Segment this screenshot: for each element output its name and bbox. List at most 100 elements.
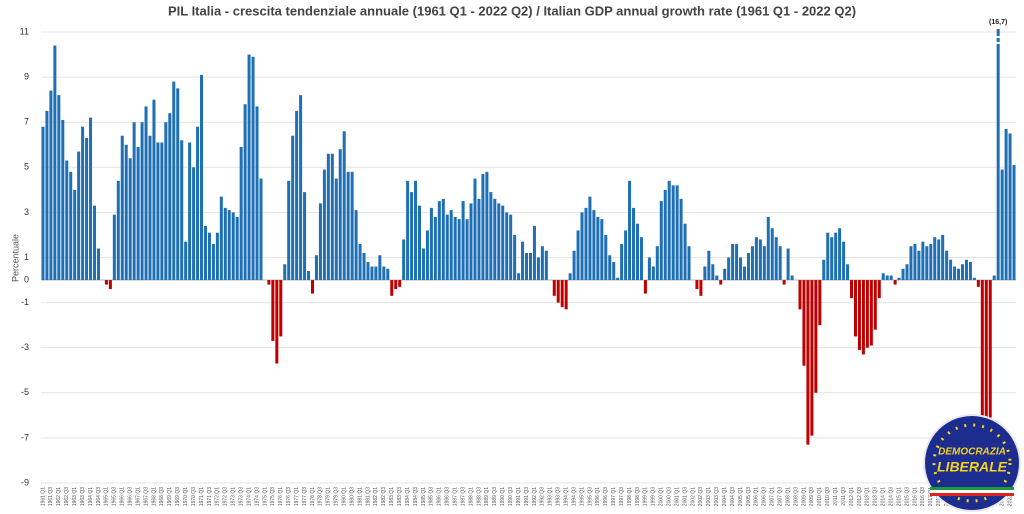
bar	[592, 210, 596, 281]
bar	[334, 178, 338, 281]
bar	[992, 275, 996, 281]
bar	[576, 230, 580, 281]
bar	[560, 280, 564, 308]
bar	[295, 110, 299, 281]
x-tick-label: 1968 Q3	[159, 487, 165, 506]
bar	[57, 95, 61, 281]
bar	[536, 257, 540, 281]
x-tick-label: 2012 Q1	[849, 487, 855, 506]
x-tick-label: 1988 Q1	[468, 487, 474, 506]
bar	[528, 252, 532, 281]
bar	[330, 153, 334, 281]
bar	[667, 180, 671, 281]
x-tick-label: 2002 Q1	[690, 487, 696, 506]
bar	[877, 280, 881, 299]
x-tick-label: 2006 Q3	[762, 487, 768, 506]
bar	[838, 228, 842, 281]
x-tick-label: 1987 Q3	[460, 487, 466, 506]
bar	[532, 225, 536, 281]
bar	[69, 171, 73, 281]
x-tick-label: 2007 Q3	[778, 487, 784, 506]
bar	[746, 252, 750, 281]
bar	[960, 264, 964, 281]
bar	[964, 259, 968, 281]
bar	[941, 234, 945, 281]
x-tick-label: 2005 Q1	[738, 487, 744, 506]
bar	[96, 248, 100, 281]
bar	[711, 264, 715, 281]
x-tick-label: 1977 Q3	[302, 487, 308, 506]
bar	[596, 216, 600, 281]
x-tick-label: 2011 Q3	[841, 487, 847, 506]
bar	[275, 280, 279, 364]
x-tick-label: 2009 Q1	[801, 487, 807, 506]
bar	[826, 232, 830, 281]
bar	[679, 198, 683, 281]
bar	[338, 149, 342, 281]
x-tick-label: 2001 Q3	[682, 487, 688, 506]
bar	[243, 104, 247, 281]
bar	[310, 280, 314, 294]
x-tick-label: 2016 Q1	[912, 487, 918, 506]
bar	[782, 280, 786, 285]
bar	[326, 153, 330, 281]
bar	[988, 280, 992, 418]
x-tick-label: 2011 Q1	[833, 487, 839, 506]
bar	[453, 216, 457, 281]
bar	[279, 280, 283, 337]
x-tick-label: 1971 Q1	[199, 487, 205, 506]
x-tick-label: 1963 Q1	[72, 487, 78, 506]
x-tick-label: 1973 Q1	[231, 487, 237, 506]
x-tick-label: 1961 Q1	[40, 487, 46, 506]
bar	[160, 142, 164, 281]
x-tick-label: 1962 Q3	[64, 487, 70, 506]
bar	[790, 275, 794, 281]
bar	[913, 243, 917, 281]
x-tick-label: 2015 Q1	[896, 487, 902, 506]
bar	[421, 248, 425, 281]
bar	[469, 203, 473, 281]
bar	[525, 252, 529, 281]
x-tick-label: 1976 Q3	[286, 487, 292, 506]
x-tick-label: 2007 Q1	[770, 487, 776, 506]
bar	[945, 250, 949, 281]
x-tick-label: 2003 Q3	[714, 487, 720, 506]
x-tick-label: 1990 Q3	[508, 487, 514, 506]
x-tick-label: 1982 Q3	[381, 487, 387, 506]
bar	[830, 237, 834, 281]
bar	[406, 180, 410, 281]
x-tick-label: 2010 Q3	[825, 487, 831, 506]
x-tick-label: 1986 Q3	[445, 487, 451, 506]
bar	[901, 268, 905, 281]
x-tick-label: 1983 Q3	[397, 487, 403, 506]
x-tick-label: 2009 Q3	[809, 487, 815, 506]
bar	[231, 212, 235, 281]
bar	[172, 81, 176, 281]
x-tick-label: 1979 Q1	[326, 487, 332, 506]
bar	[303, 192, 307, 281]
x-tick-label: 2017 Q1	[928, 487, 934, 506]
bar	[180, 140, 184, 281]
bar	[921, 241, 925, 281]
bar	[425, 230, 429, 281]
bar	[639, 237, 643, 281]
bar	[814, 280, 818, 393]
x-tick-label: 1979 Q3	[334, 487, 340, 506]
bar	[493, 198, 497, 281]
bar	[620, 243, 624, 281]
x-tick-label: 1984 Q1	[405, 487, 411, 506]
bar	[85, 137, 89, 281]
x-tick-label: 1993 Q3	[556, 487, 562, 506]
bars	[41, 29, 1016, 445]
x-tick-label: 1967 Q1	[135, 487, 141, 506]
bar	[136, 147, 140, 281]
x-tick-label: 2006 Q1	[754, 487, 760, 506]
x-tick-label: 1969 Q3	[175, 487, 181, 506]
bar	[885, 275, 889, 281]
x-tick-label: 1995 Q3	[587, 487, 593, 506]
bar	[235, 216, 239, 281]
bar	[346, 171, 350, 281]
x-tick-label: 1996 Q1	[595, 487, 601, 506]
x-tick-label: 1985 Q3	[429, 487, 435, 506]
x-tick-label: 2014 Q1	[881, 487, 887, 506]
